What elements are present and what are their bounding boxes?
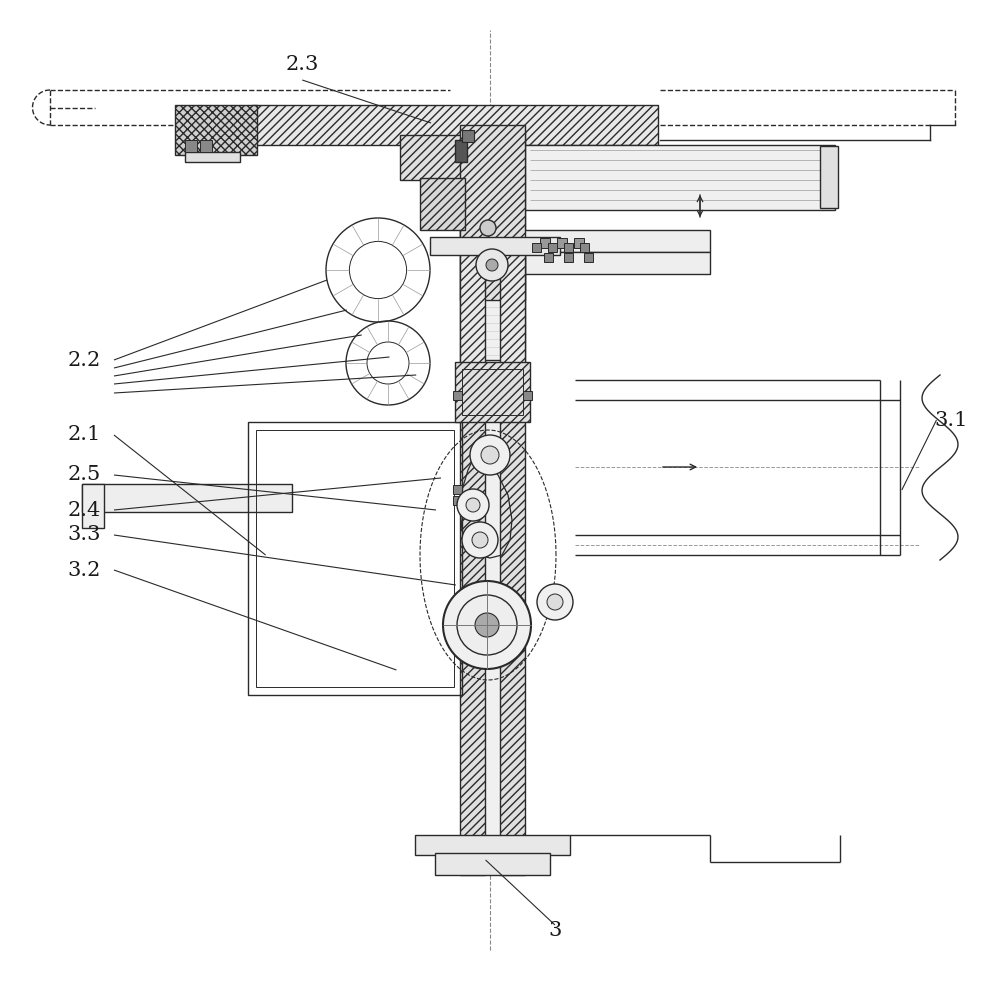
- Bar: [473, 240, 511, 360]
- Circle shape: [475, 613, 499, 637]
- Circle shape: [476, 249, 508, 281]
- Bar: [584, 253, 593, 262]
- Bar: [574, 238, 584, 248]
- Text: 3.3: 3.3: [67, 526, 101, 544]
- Bar: [485, 130, 500, 875]
- Bar: [248, 422, 462, 695]
- Bar: [462, 369, 523, 415]
- Bar: [82, 484, 104, 528]
- Text: 2.1: 2.1: [67, 426, 101, 444]
- Bar: [580, 243, 589, 252]
- Bar: [564, 253, 573, 262]
- Bar: [415, 835, 570, 855]
- Bar: [435, 853, 550, 875]
- Circle shape: [481, 446, 499, 464]
- Bar: [252, 105, 658, 145]
- Circle shape: [443, 581, 531, 669]
- Circle shape: [480, 220, 496, 236]
- Bar: [460, 230, 710, 252]
- Bar: [525, 145, 835, 210]
- Bar: [256, 430, 454, 687]
- Bar: [820, 146, 838, 208]
- Text: 3.1: 3.1: [935, 410, 968, 430]
- Circle shape: [462, 522, 498, 558]
- Bar: [500, 130, 525, 875]
- Bar: [82, 484, 292, 512]
- Text: 3: 3: [548, 920, 562, 940]
- Bar: [420, 178, 465, 230]
- Bar: [544, 253, 553, 262]
- Bar: [185, 140, 197, 152]
- Bar: [453, 485, 462, 494]
- Bar: [460, 130, 485, 875]
- Circle shape: [486, 259, 498, 271]
- Bar: [540, 238, 550, 248]
- Circle shape: [466, 498, 480, 512]
- Bar: [460, 125, 525, 300]
- Bar: [185, 152, 240, 162]
- Bar: [523, 391, 532, 400]
- Bar: [460, 250, 485, 420]
- Bar: [548, 243, 557, 252]
- Text: 2.4: 2.4: [67, 500, 101, 520]
- Bar: [462, 130, 474, 142]
- Text: 3.2: 3.2: [67, 560, 101, 580]
- Bar: [525, 252, 710, 274]
- Text: 2.2: 2.2: [67, 351, 101, 369]
- Bar: [500, 250, 525, 420]
- Circle shape: [470, 435, 510, 475]
- Bar: [532, 243, 541, 252]
- Text: 2.5: 2.5: [67, 466, 101, 485]
- Circle shape: [547, 594, 563, 610]
- Circle shape: [457, 489, 489, 521]
- Circle shape: [537, 584, 573, 620]
- Circle shape: [457, 595, 517, 655]
- Bar: [564, 243, 573, 252]
- Bar: [557, 238, 567, 248]
- Bar: [200, 140, 212, 152]
- Bar: [430, 237, 560, 255]
- Bar: [175, 105, 257, 155]
- Bar: [400, 135, 490, 180]
- Text: 2.3: 2.3: [285, 55, 319, 75]
- Bar: [453, 496, 462, 505]
- Bar: [455, 140, 467, 162]
- Circle shape: [472, 532, 488, 548]
- Bar: [455, 362, 530, 422]
- Bar: [453, 391, 462, 400]
